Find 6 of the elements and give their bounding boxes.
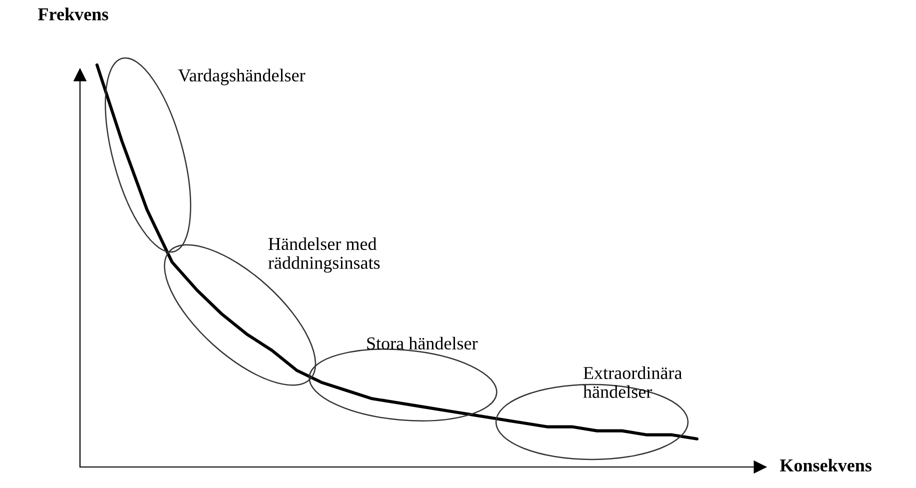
annotation: Stora händelser <box>367 336 478 350</box>
annotation: Extraordinära händelser <box>583 366 682 398</box>
y-axis-title: Frekvens <box>38 8 108 20</box>
annotation: Händelser med räddningsinsats <box>268 237 380 273</box>
x-axis-title: Konsekvens <box>780 458 872 472</box>
annotation: Vardagshändelser <box>178 68 306 86</box>
